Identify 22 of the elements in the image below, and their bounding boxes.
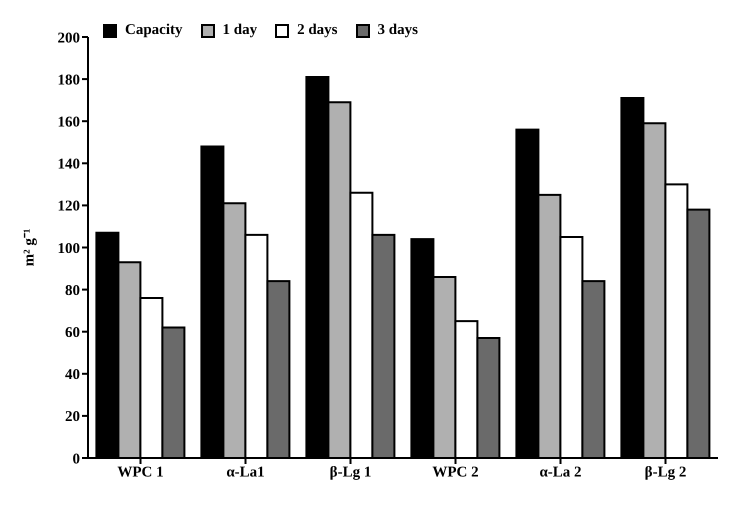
x-tick-label: α-La1 [226,464,265,481]
legend-label: 1 day [222,22,258,39]
y-tick-label: 100 [58,240,80,257]
x-tick-label: β-Lg 1 [330,464,372,481]
y-axis-title: m² g⁻¹ [21,228,38,266]
legend-label: Capacity [125,22,182,39]
y-tick-label: 60 [65,325,80,342]
y-tick-label: 180 [58,72,80,88]
y-tick-label: 20 [65,409,80,426]
y-tick-label: 0 [72,451,80,468]
y-tick-label: 40 [65,367,80,384]
y-tick-label: 200 [58,30,80,46]
x-tick-label: β-Lg 2 [644,464,686,481]
y-tick-label: 160 [58,114,80,131]
x-tick-label: α-La 2 [539,464,582,481]
y-tick-label: 80 [65,282,80,299]
legend-label: 3 days [378,22,418,39]
x-tick-label: WPC 2 [432,464,479,481]
x-tick-label: WPC 1 [117,464,164,481]
legend-label: 2 days [297,22,338,39]
y-tick-label: 140 [58,156,80,173]
y-tick-label: 120 [58,198,80,215]
